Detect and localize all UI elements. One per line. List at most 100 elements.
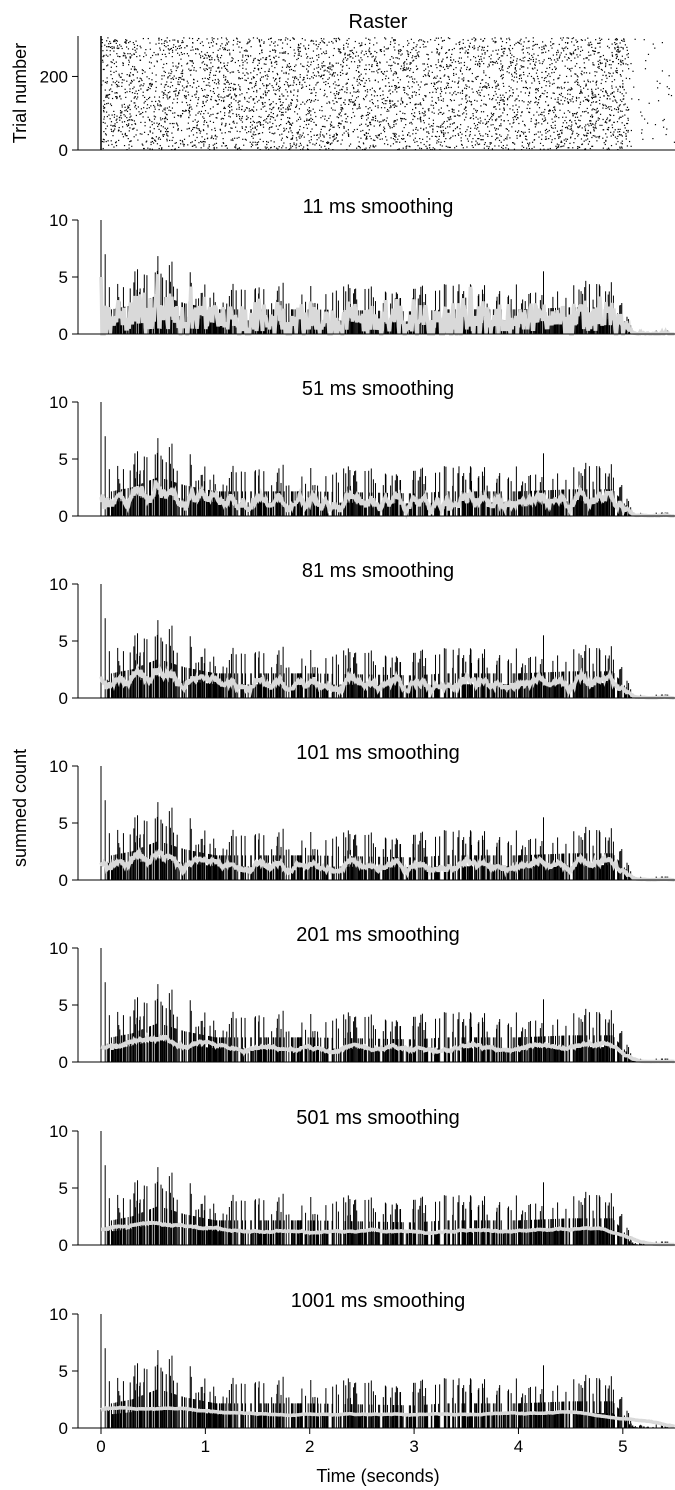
spike-dot: [491, 135, 493, 137]
spike-dot: [298, 136, 300, 138]
spike-dot: [209, 90, 212, 92]
spike-dot: [479, 82, 482, 85]
spike-dot: [589, 81, 591, 83]
spike-dot: [449, 123, 451, 125]
spike-dot: [293, 89, 295, 91]
spike-dot: [235, 145, 237, 147]
spike-dot: [124, 41, 126, 43]
spike-dot: [535, 119, 537, 121]
spike-dot: [241, 105, 243, 107]
spike-dot: [351, 49, 353, 51]
spike-dot: [389, 89, 391, 91]
spike-dot: [284, 129, 286, 131]
spike-dot: [280, 39, 282, 41]
spike-dot: [415, 57, 417, 60]
spike-dot: [162, 67, 164, 69]
spike-dot: [415, 55, 417, 57]
spike-dot: [585, 57, 587, 59]
spike-dot: [323, 65, 325, 67]
spike-dot: [197, 128, 199, 130]
spike-dot: [194, 139, 196, 142]
spike-dot: [310, 120, 312, 122]
spike-dot: [543, 47, 545, 49]
spike-dot: [213, 146, 215, 149]
spike-dot: [171, 85, 174, 87]
spike-dot: [273, 56, 275, 58]
spike-dot: [428, 123, 430, 125]
spike-dot: [307, 119, 309, 121]
spike-dot: [393, 40, 395, 42]
spike-dot: [235, 96, 237, 98]
spike-dot: [503, 100, 505, 102]
spike-dot: [169, 75, 171, 77]
spike-dot: [158, 100, 160, 102]
spike-dot: [546, 122, 549, 124]
spike-dot: [385, 120, 388, 122]
spike-dot: [531, 141, 534, 143]
spike-dot: [528, 143, 530, 146]
spike-dot: [318, 144, 321, 146]
spike-dot: [563, 50, 565, 52]
spike-dot: [162, 118, 164, 120]
spike-dot: [340, 97, 342, 99]
spike-dot: [668, 87, 670, 90]
spike-dot: [135, 114, 138, 117]
spike-dot: [196, 121, 198, 124]
spike-dot: [551, 68, 554, 71]
spike-dot: [287, 78, 289, 80]
spike-dot: [510, 62, 512, 64]
spike-dot: [389, 127, 391, 129]
spike-dot: [158, 108, 160, 111]
spike-dot: [106, 46, 108, 48]
spike-dot: [383, 71, 386, 73]
spike-dot: [478, 130, 480, 132]
spike-dot: [511, 75, 513, 77]
spike-dot: [251, 108, 253, 111]
spike-dot: [105, 111, 108, 113]
spike-dot: [617, 111, 619, 113]
spike-dot: [483, 49, 485, 51]
spike-dot: [246, 92, 248, 94]
spike-dot: [325, 52, 328, 54]
spike-dot: [473, 37, 475, 39]
spike-dot: [273, 106, 275, 108]
spike-dot: [267, 90, 269, 92]
spike-dot: [628, 140, 631, 143]
spike-dot: [138, 81, 140, 83]
spike-dot: [528, 57, 531, 60]
spike-dot: [438, 138, 440, 140]
spike-dot: [418, 55, 420, 58]
spike-dot: [259, 78, 262, 80]
spike-dot: [159, 101, 161, 103]
spike-dot: [615, 70, 617, 72]
spike-dot: [290, 124, 293, 126]
spike-dot: [570, 125, 572, 128]
spike-dot: [223, 114, 226, 117]
spike-dot: [548, 110, 550, 112]
spike-dot: [390, 70, 392, 72]
spike-dot: [598, 65, 600, 68]
spike-dot: [323, 70, 325, 72]
spike-dot: [451, 61, 453, 64]
spike-dot: [513, 148, 516, 150]
spike-dot: [110, 140, 112, 142]
spike-dot: [109, 46, 112, 48]
spike-dot: [137, 139, 139, 141]
spike-dot: [402, 134, 404, 136]
spike-dot: [393, 124, 395, 126]
spike-dot: [389, 105, 392, 107]
spike-dot: [341, 107, 343, 109]
spike-dot: [281, 66, 284, 68]
spike-dot: [509, 108, 511, 110]
spike-dot: [432, 131, 434, 133]
spike-dot: [131, 124, 133, 126]
spike-dot: [428, 110, 430, 112]
spike-dot: [474, 47, 476, 49]
spike-dot: [337, 79, 340, 81]
spike-dot: [619, 116, 621, 118]
spike-dot: [480, 38, 482, 40]
spike-dot: [307, 55, 309, 58]
spike-dot: [482, 135, 484, 137]
spike-dot: [369, 80, 371, 82]
spike-dot: [613, 131, 615, 133]
